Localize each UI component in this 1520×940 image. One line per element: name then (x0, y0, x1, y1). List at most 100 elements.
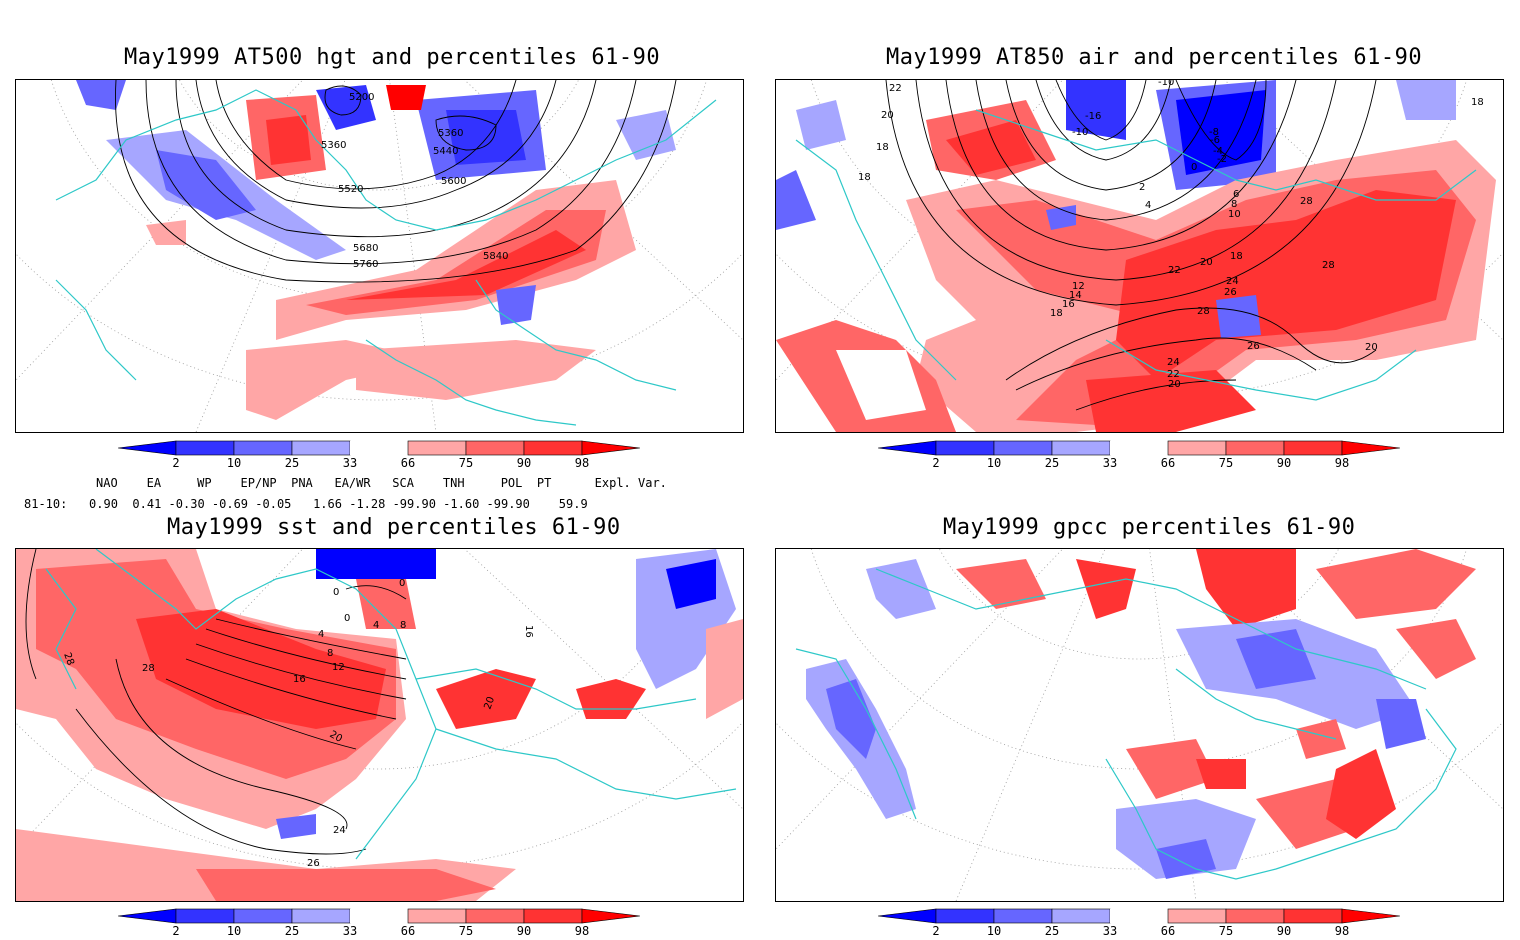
svg-text:8: 8 (1231, 199, 1237, 210)
svg-text:26: 26 (1247, 341, 1260, 352)
svg-text:5680: 5680 (353, 243, 378, 254)
colorbar-segment (233, 908, 293, 924)
colorbar-label: 2 (172, 456, 180, 470)
svg-text:20: 20 (881, 110, 894, 121)
svg-text:-8: -8 (1209, 127, 1219, 138)
colorbar-label: 66 (1160, 456, 1176, 470)
colorbar-label: 75 (458, 456, 474, 470)
colorbar-segment (117, 440, 177, 456)
svg-text:24: 24 (1226, 276, 1239, 287)
index-headers: NAO EA WP EP/NP PNA EA/WR SCA TNH POL PT… (96, 476, 667, 490)
svg-text:2: 2 (1139, 182, 1145, 193)
svg-text:5520: 5520 (338, 184, 363, 195)
svg-text:0: 0 (344, 613, 350, 624)
colorbar-segment (1341, 440, 1401, 456)
colorbar-strip (117, 908, 641, 924)
svg-text:8: 8 (327, 648, 333, 659)
colorbar-strip (117, 440, 641, 456)
colorbar-segment (291, 440, 351, 456)
svg-text:5440: 5440 (433, 146, 458, 157)
colorbar-label: 90 (516, 924, 532, 938)
svg-text:8: 8 (400, 620, 406, 631)
colorbar-segment (117, 908, 177, 924)
colorbar-segment (1167, 908, 1227, 924)
svg-text:28: 28 (1197, 306, 1210, 317)
colorbar-segment (523, 908, 583, 924)
coastlines (55, 89, 717, 426)
map-air850: 22 20 18 18 -16 -10 -10 -8 -6 -4 -2 0 2 … (775, 79, 1504, 433)
colorbar-label: 25 (284, 456, 300, 470)
svg-text:26: 26 (307, 858, 320, 869)
svg-text:5200: 5200 (349, 92, 374, 103)
colorbar-label: 10 (986, 924, 1002, 938)
svg-text:12: 12 (332, 662, 345, 673)
svg-text:16: 16 (523, 625, 534, 638)
colorbar-label: 90 (1276, 924, 1292, 938)
colorbar-label: 90 (516, 456, 532, 470)
colorbar-hgt500: 2 10 25 33 66 75 90 98 (117, 440, 641, 474)
colorbar-label: 75 (1218, 456, 1234, 470)
colorbar-segment (935, 440, 995, 456)
colorbar-label: 33 (342, 456, 358, 470)
colorbar-label: 33 (342, 924, 358, 938)
index-values: 81-10: 0.90 0.41 -0.30 -0.69 -0.05 1.66 … (24, 497, 588, 511)
contour-labels: 22 20 18 18 -16 -10 -10 -8 -6 -4 -2 0 2 … (858, 80, 1484, 390)
panel-title-air850: May1999 AT850 air and percentiles 61-90 (886, 45, 1423, 70)
colorbar-segment (1341, 908, 1401, 924)
colorbar-label: 98 (574, 924, 590, 938)
contour-labels: 5200 5200 5360 5360 5440 5520 5600 5680 … (321, 92, 508, 270)
svg-text:-10: -10 (1158, 80, 1174, 88)
colorbar-label: 10 (986, 456, 1002, 470)
svg-text:0: 0 (333, 587, 339, 598)
svg-text:20: 20 (1168, 379, 1181, 390)
colorbar-label: 25 (1044, 456, 1060, 470)
colorbar-segment (407, 908, 467, 924)
colorbar-segment (1110, 909, 1168, 923)
svg-text:12: 12 (1072, 281, 1085, 292)
colorbar-segment (877, 440, 937, 456)
coastlines (45, 549, 737, 860)
colorbar-segment (1225, 908, 1285, 924)
map-gpcc (775, 548, 1504, 902)
svg-text:6: 6 (1233, 189, 1239, 200)
svg-text:5760: 5760 (353, 259, 378, 270)
colorbar-segment (233, 440, 293, 456)
anomaly-shading (776, 80, 1496, 432)
svg-text:16: 16 (1062, 299, 1075, 310)
colorbar-label: 66 (400, 924, 416, 938)
svg-text:18: 18 (1471, 97, 1484, 108)
colorbar-label: 98 (574, 456, 590, 470)
colorbar-segment (935, 908, 995, 924)
colorbar-segment (465, 908, 525, 924)
precip-shading (806, 549, 1476, 879)
svg-text:4: 4 (373, 620, 379, 631)
colorbar-label: 2 (932, 924, 940, 938)
svg-text:28: 28 (61, 651, 76, 667)
colorbar-segment (1167, 440, 1227, 456)
colorbar-segment (993, 908, 1053, 924)
colorbar-label: 75 (1218, 924, 1234, 938)
svg-text:-2: -2 (1217, 154, 1227, 165)
svg-text:26: 26 (1224, 287, 1237, 298)
grid-lines (16, 80, 743, 432)
colorbar-label: 66 (400, 456, 416, 470)
colorbar-label: 66 (1160, 924, 1176, 938)
colorbar-segment (175, 440, 235, 456)
anomaly-shading (16, 549, 743, 901)
svg-text:5840: 5840 (483, 251, 508, 262)
svg-text:16: 16 (293, 674, 306, 685)
colorbar-segment (291, 908, 351, 924)
colorbar-label: 98 (1334, 456, 1350, 470)
coastlines (795, 109, 1477, 401)
colorbar-segment (1051, 440, 1111, 456)
svg-text:0: 0 (399, 578, 405, 589)
svg-text:5360: 5360 (321, 140, 346, 151)
colorbar-segment (1283, 440, 1343, 456)
svg-text:0: 0 (1191, 162, 1197, 173)
colorbar-gpcc: 2 10 25 33 66 75 90 98 (877, 908, 1401, 940)
svg-text:-6: -6 (1210, 135, 1220, 146)
colorbar-label: 10 (226, 456, 242, 470)
colorbar-segment (581, 908, 641, 924)
colorbar-label: 2 (172, 924, 180, 938)
svg-text:18: 18 (1230, 251, 1243, 262)
